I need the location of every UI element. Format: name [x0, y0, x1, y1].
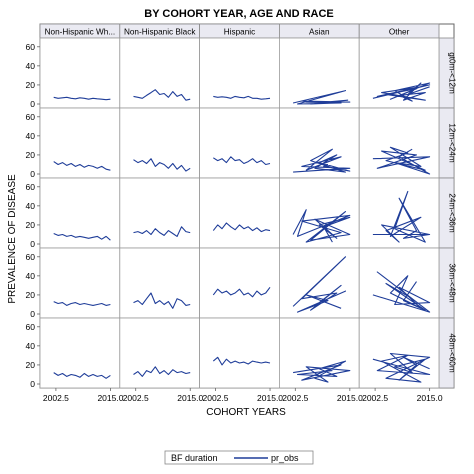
series-line	[372, 271, 431, 313]
series-line	[53, 301, 111, 306]
legend-entry-label: pr_obs	[271, 453, 299, 463]
panel-frame	[119, 247, 201, 319]
y-tick-label: 20	[26, 290, 36, 300]
x-tick-label: 2002.5	[282, 393, 308, 403]
panel-frame	[278, 247, 360, 319]
x-tick-label: 2002.5	[362, 393, 388, 403]
panel-frame	[39, 247, 121, 319]
x-tick-label: 2002.5	[123, 393, 149, 403]
column-header-label: Non-Hispanic Wh...	[45, 28, 116, 37]
legend: BF duration pr_obs	[164, 450, 314, 465]
series-line	[133, 366, 191, 377]
x-tick-label: 2015.0	[417, 393, 443, 403]
series-line	[293, 148, 351, 173]
y-tick-label: 20	[26, 220, 36, 230]
panel-frame	[39, 107, 121, 179]
row-header-label: 48m-<60m	[448, 333, 457, 373]
y-tick-label: 40	[26, 131, 36, 141]
y-tick-label: 40	[26, 271, 36, 281]
series-line	[372, 146, 431, 175]
y-tick-label: 40	[26, 61, 36, 71]
panel-frame	[199, 177, 280, 249]
panel-frame	[278, 107, 360, 179]
column-header-label: Asian	[309, 28, 330, 37]
y-tick-label: 0	[30, 99, 35, 109]
x-tick-label: 2002.5	[43, 393, 69, 403]
column-header-label: Non-Hispanic Black	[124, 28, 196, 37]
y-tick-label: 0	[30, 239, 35, 249]
y-tick-label: 40	[26, 201, 36, 211]
legend-title: BF duration	[171, 453, 218, 463]
series-line	[372, 82, 431, 102]
panel-frame	[119, 317, 201, 389]
x-tick-label: 2002.5	[203, 393, 229, 403]
y-tick-label: 60	[26, 112, 36, 122]
y-tick-label: 60	[26, 182, 36, 192]
panel-frame	[358, 107, 440, 179]
x-tick-label: 2015.0	[257, 393, 283, 403]
row-header-label: 36m-<48m	[448, 263, 457, 303]
column-header-label: Other	[389, 28, 410, 37]
column-header-label: Hispanic	[224, 28, 255, 37]
series-line	[212, 222, 271, 233]
panel-frame	[119, 177, 201, 249]
y-tick-label: 0	[30, 379, 35, 389]
y-tick-label: 20	[26, 360, 36, 370]
y-tick-label: 20	[26, 80, 36, 90]
panel-frame	[199, 247, 280, 319]
panel-frame	[199, 107, 280, 179]
y-tick-label: 60	[26, 322, 36, 332]
panel-frame	[358, 37, 440, 109]
series-line	[133, 89, 191, 101]
series-line	[133, 158, 191, 172]
series-line	[212, 356, 271, 366]
x-tick-label: 2015.0	[177, 393, 203, 403]
panel-frame	[119, 107, 201, 179]
x-tick-label: 2015.0	[97, 393, 123, 403]
series-line	[292, 256, 347, 313]
series-line	[372, 190, 431, 243]
series-line	[213, 95, 271, 100]
panel-frame	[199, 317, 280, 389]
y-tick-label: 20	[26, 150, 36, 160]
x-axis-label: COHORT YEARS	[206, 407, 286, 418]
panel-frame	[278, 177, 360, 249]
series-line	[53, 161, 111, 171]
series-line	[53, 372, 111, 379]
y-tick-label: 60	[26, 252, 36, 262]
series-line	[292, 209, 351, 243]
series-line	[133, 292, 191, 309]
panel-frame	[39, 317, 121, 389]
y-tick-label: 60	[26, 42, 36, 52]
row-header-label: gt0m-<12m	[448, 52, 457, 94]
row-header-label: 24m-<36m	[448, 193, 457, 233]
row-header-label: 12m-<24m	[448, 123, 457, 163]
panel-frame	[199, 37, 280, 109]
series-line	[53, 96, 111, 101]
panel-frame	[278, 317, 360, 389]
series-line	[53, 232, 111, 241]
panel-frame	[358, 247, 440, 319]
series-line	[293, 360, 351, 383]
series-line	[212, 286, 271, 298]
series-line	[213, 156, 271, 166]
series-line	[292, 90, 351, 105]
series-line	[372, 352, 431, 383]
x-tick-label: 2015.0	[337, 393, 363, 403]
y-tick-label: 40	[26, 341, 36, 351]
chart-title: BY COHORT YEAR, AGE AND RACE	[144, 8, 333, 20]
y-tick-label: 0	[30, 309, 35, 319]
y-axis-label: PREVALENCE OF DISEASE	[7, 174, 18, 304]
y-tick-label: 0	[30, 169, 35, 179]
series-line	[133, 226, 191, 237]
panel-frame	[358, 317, 440, 389]
panel-frame	[119, 37, 201, 109]
